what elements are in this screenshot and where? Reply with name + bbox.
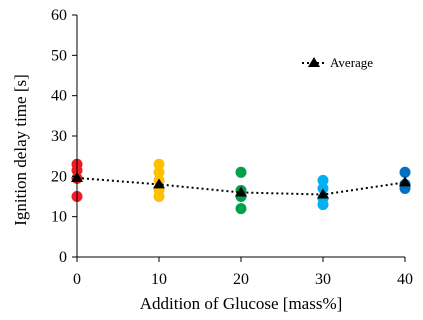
data-point-30-percent [317,182,329,194]
average-marker [153,178,165,189]
measurement-points [71,158,411,215]
x-axis-title: Addition of Glucose [mass%] [140,294,343,313]
y-tick-label: 40 [51,88,67,105]
y-axis-title: Ignition delay time [s] [11,74,30,226]
data-point-20-percent [235,203,247,215]
average-marker [399,176,411,187]
x-tick-label: 40 [397,271,413,288]
x-tick-label: 30 [315,271,331,288]
axes [72,14,406,262]
y-tick-label: 20 [51,168,67,185]
average-marker [317,188,329,199]
data-point-10-percent [153,158,165,170]
x-tick-label: 0 [73,271,81,288]
data-point-20-percent [235,166,247,178]
average-marker [235,186,247,197]
x-tick-label: 20 [233,271,249,288]
y-tick-label: 50 [51,47,67,64]
y-tick-label: 0 [59,249,67,266]
axis-labels: 0 10 20 30 40 50 60 0 10 20 30 40 Addition of Glucos… [11,7,413,313]
y-tick-label: 60 [51,7,67,24]
x-tick-label: 10 [151,271,167,288]
data-point-10-percent [153,166,165,178]
legend-triangle-marker [308,57,320,67]
data-point-30-percent [317,174,329,186]
y-tick-label: 30 [51,128,67,145]
legend-label-average: Average [330,55,373,70]
legend: Average [302,55,373,70]
data-point-40-percent [399,166,411,178]
y-tick-label: 10 [51,209,67,226]
